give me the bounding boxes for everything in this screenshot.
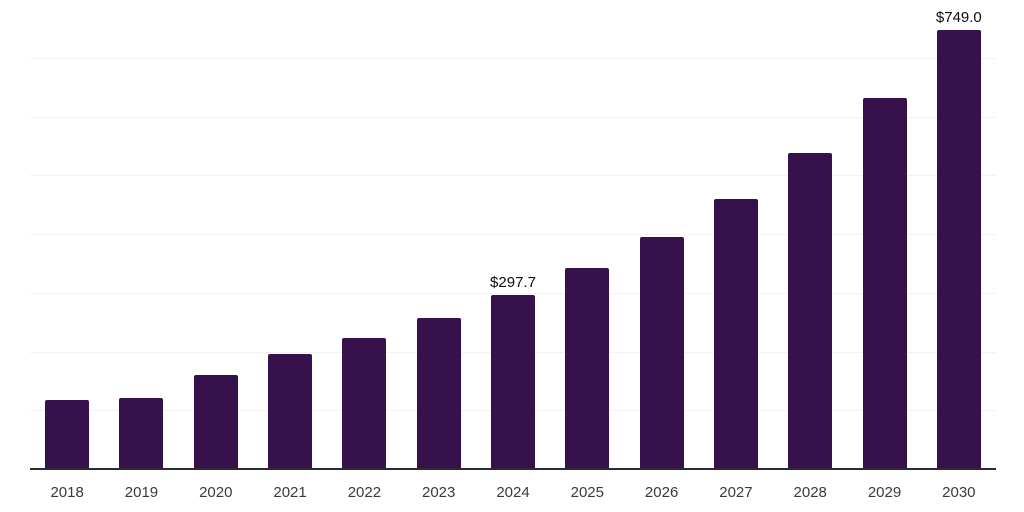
x-axis-line bbox=[30, 468, 996, 470]
bar-2026 bbox=[639, 236, 684, 470]
bar-2018 bbox=[45, 400, 90, 470]
gridline-600 bbox=[30, 116, 996, 118]
bar-2029 bbox=[862, 98, 907, 470]
bar-2027 bbox=[713, 199, 758, 470]
bar-2020 bbox=[193, 374, 238, 470]
bar-2025 bbox=[565, 267, 610, 470]
bar-2030 bbox=[936, 29, 981, 470]
x-tick-label-2019: 2019 bbox=[124, 484, 159, 501]
bar-2022 bbox=[342, 337, 387, 470]
bar-value-label-2024: $297.7 bbox=[490, 274, 536, 292]
gridline-300 bbox=[30, 292, 996, 294]
x-tick-label-2023: 2023 bbox=[422, 484, 456, 501]
x-tick-label-2025: 2025 bbox=[570, 484, 604, 501]
bar-value-label-2030: $749.0 bbox=[935, 8, 982, 26]
bar-2023 bbox=[416, 317, 461, 470]
x-tick-label-2020: 2020 bbox=[199, 484, 233, 501]
x-tick-label-2028: 2028 bbox=[793, 484, 827, 501]
x-tick-label-2026: 2026 bbox=[644, 484, 679, 501]
x-tick-label-2027: 2027 bbox=[719, 484, 753, 501]
bar-2024 bbox=[491, 295, 535, 470]
x-tick-label-2021: 2021 bbox=[273, 484, 307, 501]
gridline-700 bbox=[30, 57, 996, 59]
x-tick-label-2030: 2030 bbox=[942, 484, 976, 501]
plot-area: $297.7 $749.0 bbox=[30, 0, 996, 470]
x-tick-label-2029: 2029 bbox=[867, 484, 902, 501]
bar-2021 bbox=[268, 354, 313, 470]
gridline-500 bbox=[30, 175, 996, 177]
gridline-400 bbox=[30, 234, 996, 235]
bar-2019 bbox=[119, 397, 164, 470]
x-tick-label-2018: 2018 bbox=[50, 484, 84, 501]
x-tick-label-2024: 2024 bbox=[496, 484, 530, 501]
x-tick-label-2022: 2022 bbox=[347, 484, 382, 501]
bar-2028 bbox=[788, 152, 833, 470]
